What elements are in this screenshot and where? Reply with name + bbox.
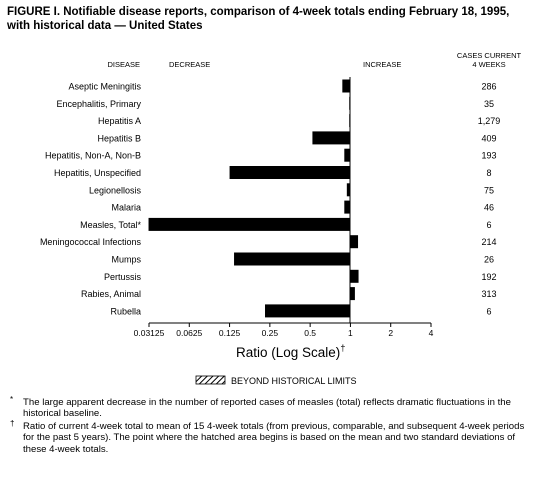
x-tick-label: 0.5 (304, 328, 316, 338)
bar-chart: DISEASE DECREASE INCREASE CASES CURRENT … (40, 51, 522, 386)
cases-value: 193 (481, 151, 496, 161)
category-label: Hepatitis, Non-A, Non-B (45, 151, 141, 161)
bar (346, 183, 351, 197)
footnote-measles: * The large apparent decrease in the num… (7, 395, 527, 420)
category-label: Hepatitis B (97, 133, 141, 143)
bar (234, 252, 351, 266)
footnotes: * The large apparent decrease in the num… (7, 395, 527, 456)
bar (350, 269, 359, 283)
header-increase: INCREASE (363, 60, 401, 69)
cases-value: 1,279 (478, 116, 501, 126)
bar (312, 131, 351, 145)
cases-value: 8 (486, 168, 491, 178)
bar (344, 200, 351, 214)
cases-value: 214 (481, 237, 496, 247)
cases-value: 192 (481, 272, 496, 282)
cases-value: 26 (484, 255, 494, 265)
x-tick-label: 0.03125 (134, 328, 165, 338)
cases-value: 46 (484, 203, 494, 213)
footnote-text: The large apparent decrease in the numbe… (23, 397, 511, 420)
footnote-mark: * (10, 395, 14, 404)
bar (350, 287, 355, 301)
cases-value: 75 (484, 185, 494, 195)
category-label: Aseptic Meningitis (68, 82, 141, 92)
x-tick-label: 0.25 (262, 328, 279, 338)
x-axis-label: Ratio (Log Scale)† (236, 343, 345, 360)
cases-value: 35 (484, 99, 494, 109)
x-tick-label: 0.0625 (176, 328, 202, 338)
header-cases-line2: 4 WEEKS (472, 60, 505, 69)
category-label: Rubella (110, 306, 141, 316)
category-label: Measles, Total* (80, 220, 141, 230)
x-tick-label: 2 (388, 328, 393, 338)
header-decrease: DECREASE (169, 60, 210, 69)
legend-label: BEYOND HISTORICAL LIMITS (231, 376, 357, 386)
category-label: Pertussis (104, 272, 142, 282)
category-label: Legionellosis (89, 185, 142, 195)
category-label: Mumps (111, 255, 141, 265)
category-label: Hepatitis A (98, 116, 141, 126)
figure-title: FIGURE I. Notifiable disease reports, co… (7, 6, 510, 32)
bar (350, 235, 359, 249)
x-tick-label: 4 (429, 328, 434, 338)
cases-value: 6 (486, 306, 491, 316)
bar (148, 217, 351, 231)
footnote-ratio: † Ratio of current 4-week total to mean … (7, 418, 527, 455)
category-label: Rabies, Animal (81, 289, 141, 299)
category-label: Meningococcal Infections (40, 237, 142, 247)
header-disease: DISEASE (107, 60, 140, 69)
bar (229, 166, 351, 179)
category-label: Hepatitis, Unspecified (54, 168, 141, 178)
header-cases-line1: CASES CURRENT (457, 51, 522, 60)
legend-swatch (195, 375, 226, 385)
bar (344, 148, 351, 162)
x-tick-label: 1 (348, 328, 353, 338)
bar (265, 304, 351, 318)
category-label: Encephalitis, Primary (56, 99, 141, 109)
cases-value: 6 (486, 220, 491, 230)
footnote-text: Ratio of current 4-week total to mean of… (23, 420, 525, 455)
footnote-mark: † (10, 418, 15, 428)
cases-value: 409 (481, 133, 496, 143)
category-label: Malaria (111, 203, 141, 213)
cases-value: 286 (481, 82, 496, 92)
bar (342, 79, 351, 93)
cases-value: 313 (481, 289, 496, 299)
x-tick-label: 0.125 (219, 328, 241, 338)
